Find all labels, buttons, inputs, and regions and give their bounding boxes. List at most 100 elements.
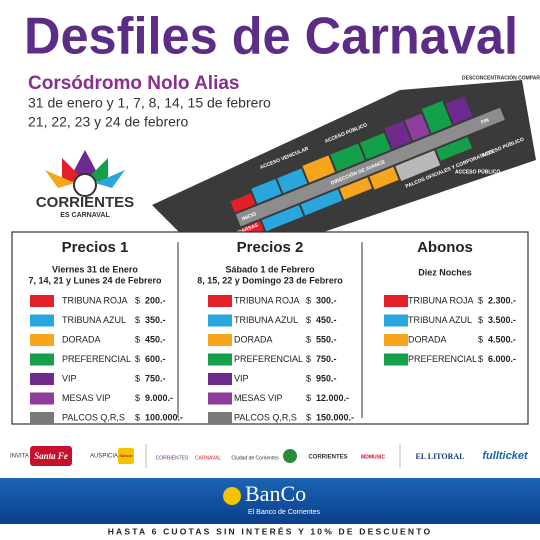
row-amount: 350.- [145,315,166,325]
row-amount: 6.000.- [488,354,516,364]
row-currency: $ [478,354,483,364]
map-block [384,121,412,149]
color-swatch [208,334,232,346]
row-currency: $ [135,334,140,344]
sponsors: INVITA Santa Fe AUSPICIA Sancor CORRIENT… [10,444,529,468]
color-swatch [384,314,408,327]
row-label: PREFERENCIAL [62,354,131,364]
row-currency: $ [306,373,311,383]
row-amount: 200.- [145,295,166,305]
map-block [369,166,399,190]
row-currency: $ [135,412,140,422]
row-amount: 450.- [316,315,337,325]
color-swatch [208,295,232,307]
map-block [445,96,473,125]
row-currency: $ [306,354,311,364]
bank-name: BanCo [245,481,306,506]
color-swatch [208,412,232,424]
row-amount: 3.500.- [488,315,516,325]
row-amount: 2.300.- [488,295,516,305]
row-currency: $ [135,373,140,383]
logo-name: CORRIENTES [36,194,134,211]
color-swatch [30,392,54,405]
venue: Corsódromo Nolo Alias [28,73,239,94]
color-swatch [208,392,232,405]
map-road [235,107,505,227]
map-block [436,136,473,161]
price-subtitle: Viernes 31 de Enero [52,264,138,274]
feather [70,150,100,178]
color-swatch [30,412,54,424]
row-amount: 600.- [145,354,166,364]
map-block [302,155,336,183]
row-label: PREFERENCIAL [408,354,477,364]
logo-tagline: ES CARNAVAL [60,212,110,219]
sponsor: MDMUSIC [361,454,385,460]
color-swatch [208,353,232,366]
sponsor: CORRIENTES [308,455,347,461]
color-swatch [384,295,408,307]
color-swatch [208,373,232,385]
row-currency: $ [306,393,311,403]
row-amount: 750.- [316,354,337,364]
drum [73,173,97,197]
row-label: TRIBUNA AZUL [62,315,126,325]
row-label: MESAS VIP [234,393,283,403]
sponsor: fullticket [482,450,529,462]
row-amount: 750.- [145,373,166,383]
color-swatch [30,353,54,366]
row-amount: 450.- [145,334,166,344]
map-block [359,132,391,160]
row-amount: 100.000.- [145,412,183,422]
color-swatch [208,314,232,327]
row-currency: $ [135,393,140,403]
sponsor-label: INVITA [10,454,29,460]
row-label: TRIBUNA AZUL [408,315,472,325]
row-label: PALCOS Q,R,S [234,412,297,422]
sponsor-badge [118,448,134,464]
title: Desfiles de Carnaval [24,8,518,66]
row-currency: $ [306,295,311,305]
map-block [421,100,452,134]
price-subtitle: 8, 15, 22 y Domingo 23 de Febrero [197,275,343,285]
map-block [339,177,372,200]
row-amount: 300.- [316,295,337,305]
map-label: FIN [480,117,490,126]
map-block [251,179,282,204]
row-label: VIP [62,373,77,383]
row-amount: 12.000.- [316,393,349,403]
bank-tagline: El Banco de Corrientes [248,509,320,516]
row-label: DORADA [234,334,273,344]
row-currency: $ [478,334,483,344]
price-title: Precios 2 [237,239,304,256]
map-block [395,150,441,181]
row-label: VIP [234,373,249,383]
row-label: DORADA [62,334,101,344]
row-currency: $ [478,315,483,325]
row-label: TRIBUNA AZUL [234,315,298,325]
map-block [230,193,256,213]
color-swatch [30,314,54,327]
sponsor: Sancor [119,453,133,458]
row-label: TRIBUNA ROJA [62,295,128,305]
row-currency: $ [135,295,140,305]
price-subtitle: 7, 14, 21 y Lunes 24 de Febrero [28,275,162,285]
map-block [330,143,365,172]
row-label: MESAS VIP [62,393,111,403]
row-amount: 550.- [316,334,337,344]
row-currency: $ [135,354,140,364]
sponsor-badge [30,446,72,466]
map-label: ACCESO PÚBLICO [455,168,500,175]
row-currency: $ [306,412,311,422]
map-block [277,168,308,194]
map-block [300,189,343,216]
row-label: TRIBUNA ROJA [234,295,300,305]
row-currency: $ [306,334,311,344]
dates-line: 31 de enero y 1, 7, 8, 14, 15 de febrero [28,95,271,111]
color-swatch [30,373,54,385]
sponsor: Ciudad de Corrientes [231,455,279,461]
row-label: DORADA [408,334,447,344]
row-label: PREFERENCIAL [234,354,303,364]
